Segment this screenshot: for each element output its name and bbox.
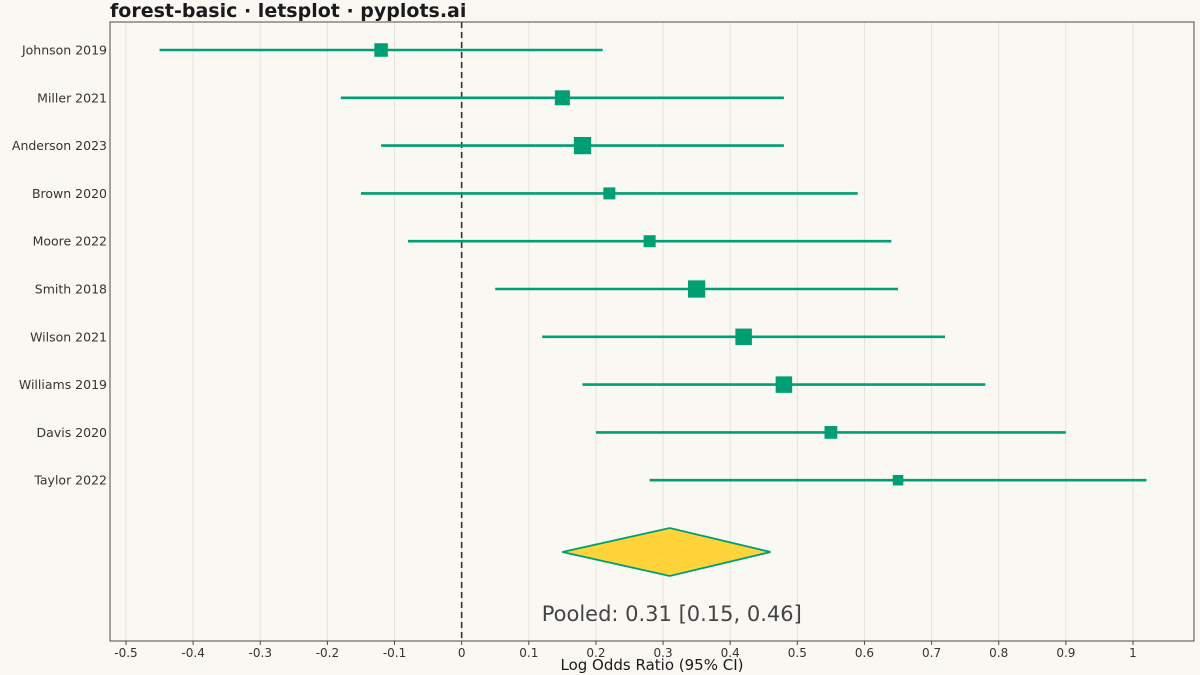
point-estimate	[573, 136, 592, 155]
y-tick-label: Brown 2020	[32, 186, 107, 201]
x-tick-label: -0.2	[316, 646, 339, 660]
point-estimate	[824, 426, 838, 439]
point-estimate	[554, 90, 570, 106]
point-estimate	[374, 43, 388, 57]
point-estimate	[892, 474, 904, 486]
y-tick-label: Johnson 2019	[21, 43, 107, 58]
chart-title: forest-basic · letsplot · pyplots.ai	[110, 0, 467, 22]
point-estimates	[374, 43, 904, 486]
x-tick-label: 0.9	[1056, 646, 1075, 660]
pooled-estimate-group	[562, 527, 771, 577]
plot-frame-group	[109, 21, 1195, 642]
point-estimate	[688, 280, 706, 298]
y-tick-label: Davis 2020	[37, 425, 108, 440]
x-tick-label: 0.8	[989, 646, 1008, 660]
x-axis-title: Log Odds Ratio (95% CI)	[561, 656, 744, 674]
x-tick-label: 0.7	[922, 646, 941, 660]
x-tick-label: 0.4	[721, 646, 740, 660]
x-tick-label: -0.3	[249, 646, 272, 660]
point-estimate	[603, 187, 616, 200]
x-tick-label: 0.1	[519, 646, 538, 660]
pooled-diamond	[562, 527, 771, 577]
point-estimate	[775, 376, 793, 393]
pooled-label: Pooled: 0.31 [0.15, 0.46]	[542, 602, 802, 626]
y-tick-label: Wilson 2021	[30, 329, 107, 344]
point-estimate	[643, 235, 656, 248]
x-tick-label: -0.5	[114, 646, 137, 660]
x-tick-label: -0.4	[181, 646, 204, 660]
y-tick-label: Moore 2022	[33, 234, 107, 249]
y-tick-label: Smith 2018	[35, 282, 107, 297]
y-tick-labels: Johnson 2019 Miller 2021 Anderson 2023 Brow…	[12, 43, 107, 488]
x-tick-label: -0.1	[383, 646, 406, 660]
x-tick-label: 0.6	[855, 646, 874, 660]
x-tick-label: 0.5	[788, 646, 807, 660]
plot-frame	[109, 21, 1195, 642]
x-tick-label: 0.2	[586, 646, 605, 660]
x-tick-label: 1	[1129, 646, 1137, 660]
x-tick-label: 0.3	[654, 646, 673, 660]
y-tick-label: Williams 2019	[19, 377, 107, 392]
x-tick-labels: -0.5 -0.4 -0.3 -0.2 -0.1 0 0.1 0.2 0.3 0.4 0.5 0.6 0…	[114, 641, 1137, 660]
point-estimate	[735, 328, 752, 346]
y-tick-label: Miller 2021	[37, 90, 107, 105]
y-tick-label: Anderson 2023	[12, 138, 107, 153]
x-tick-label: 0	[458, 646, 466, 660]
y-tick-label: Taylor 2022	[33, 473, 107, 488]
